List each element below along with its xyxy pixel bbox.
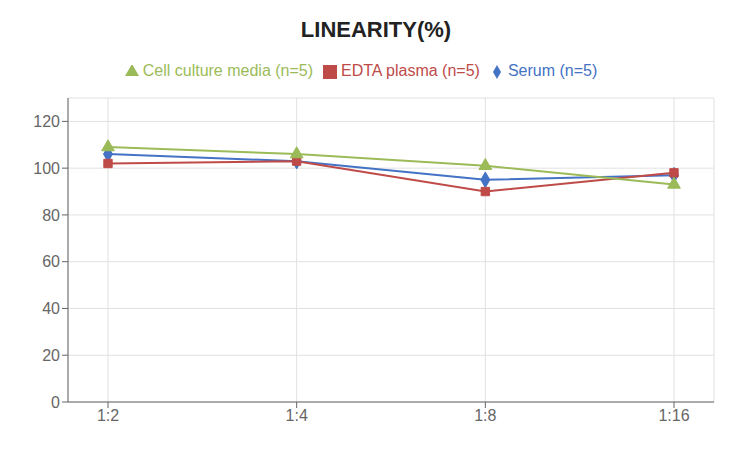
html-text:LINEARITY(%): LINEARITY(%)	[300, 17, 452, 42]
svg-text:1:16: 1:16	[658, 407, 689, 424]
svg-text:20: 20	[42, 347, 60, 364]
svg-text:60: 60	[42, 253, 60, 270]
svg-text:80: 80	[42, 207, 60, 224]
svg-text:1:4: 1:4	[286, 407, 308, 424]
html-text:Cell culture media (n=5): Cell culture media (n=5)	[142, 62, 313, 79]
svg-text:100: 100	[33, 160, 60, 177]
svg-text:120: 120	[33, 113, 60, 130]
svg-text:1:8: 1:8	[474, 407, 496, 424]
html-text:Serum (n=5): Serum (n=5)	[507, 62, 598, 79]
svg-text:1:2: 1:2	[97, 407, 119, 424]
svg-text:40: 40	[42, 300, 60, 317]
html-text:EDTA plasma (n=5): EDTA plasma (n=5)	[341, 62, 480, 79]
svg-text:0: 0	[51, 394, 60, 411]
